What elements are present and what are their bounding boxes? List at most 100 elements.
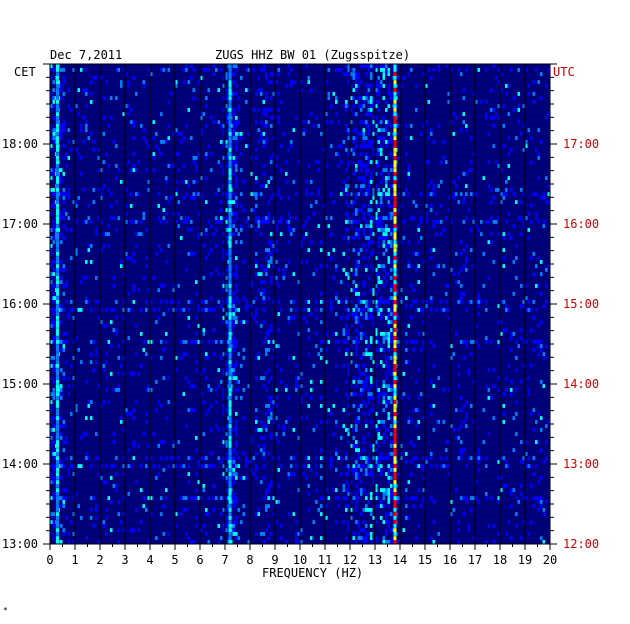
spectrogram-cell	[362, 232, 365, 236]
spectrogram-cell	[190, 220, 193, 224]
spectrogram-cell	[272, 92, 275, 96]
spectrogram-cell	[357, 260, 360, 264]
spectrogram-cell	[322, 456, 325, 460]
spectrogram-cell	[345, 456, 348, 460]
spectrogram-cell	[217, 88, 220, 92]
spectrogram-cell	[205, 96, 208, 100]
spectrogram-cell	[255, 156, 258, 160]
feature-line-segment	[228, 320, 232, 324]
spectrogram-cell	[387, 260, 390, 264]
x-tick-label: 2	[96, 553, 103, 567]
spectrogram-cell	[267, 332, 270, 336]
spectrogram-cell	[345, 348, 348, 352]
spectrogram-cell	[385, 488, 388, 492]
spectrogram-cell	[262, 456, 265, 460]
spectrogram-cell	[205, 152, 208, 156]
spectrogram-cell	[402, 220, 405, 224]
spectrogram-cell	[277, 220, 280, 224]
spectrogram-cell	[372, 168, 375, 172]
spectrogram-cell	[195, 168, 198, 172]
spectrogram-cell	[305, 180, 308, 184]
spectrogram-cell	[347, 468, 350, 472]
spectrogram-cell	[355, 192, 358, 196]
spectrogram-cell	[50, 144, 53, 148]
spectrogram-cell	[460, 408, 463, 412]
spectrogram-cell	[365, 224, 368, 228]
spectrogram-cell	[132, 528, 135, 532]
spectrogram-cell	[260, 376, 263, 380]
spectrogram-cell	[200, 456, 203, 460]
spectrogram-cell	[425, 84, 428, 88]
spectrogram-cell	[125, 412, 128, 416]
spectrogram-cell	[410, 472, 413, 476]
spectrogram-cell	[535, 216, 538, 220]
spectrogram-cell	[270, 416, 273, 420]
spectrogram-cell	[320, 404, 323, 408]
spectrogram-cell	[197, 460, 200, 464]
spectrogram-cell	[532, 496, 535, 500]
spectrogram-cell	[270, 252, 273, 256]
spectrogram-cell	[500, 88, 503, 92]
spectrogram-cell	[300, 376, 303, 380]
spectrogram-cell	[52, 104, 55, 108]
feature-line-segment	[393, 228, 397, 232]
spectrogram-cell	[70, 520, 73, 524]
spectrogram-cell	[225, 144, 228, 148]
feature-line-segment	[56, 480, 59, 484]
spectrogram-cell	[92, 496, 95, 500]
spectrogram-cell	[362, 96, 365, 100]
spectrogram-cell	[270, 496, 273, 500]
spectrogram-cell	[177, 168, 180, 172]
spectrogram-cell	[105, 464, 108, 468]
spectrogram-cell	[527, 464, 530, 468]
spectrogram-cell	[82, 276, 85, 280]
spectrogram-cell	[72, 464, 75, 468]
spectrogram-cell	[255, 320, 258, 324]
spectrogram-cell	[522, 224, 525, 228]
spectrogram-cell	[387, 540, 390, 544]
spectrogram-cell	[415, 408, 418, 412]
spectrogram-cell	[235, 124, 238, 128]
spectrogram-cell	[220, 536, 223, 540]
spectrogram-cell	[52, 468, 55, 472]
spectrogram-cell	[302, 128, 305, 132]
spectrogram-cell	[67, 140, 70, 144]
spectrogram-cell	[372, 140, 375, 144]
spectrogram-cell	[362, 364, 365, 368]
spectrogram-cell	[237, 96, 240, 100]
spectrogram-cell	[345, 104, 348, 108]
spectrogram-cell	[387, 480, 390, 484]
spectrogram-cell	[435, 464, 438, 468]
feature-line-segment	[393, 464, 397, 468]
spectrogram-cell	[235, 316, 238, 320]
feature-line-segment	[393, 268, 397, 272]
spectrogram-cell	[277, 284, 280, 288]
spectrogram-cell	[357, 404, 360, 408]
spectrogram-cell	[375, 172, 378, 176]
spectrogram-cell	[257, 128, 260, 132]
spectrogram-cell	[247, 224, 250, 228]
spectrogram-cell	[235, 256, 238, 260]
feature-line-segment	[228, 472, 232, 476]
spectrogram-cell	[365, 380, 368, 384]
spectrogram-cell	[522, 104, 525, 108]
x-tick-label: 4	[146, 553, 153, 567]
spectrogram-cell	[232, 220, 235, 224]
spectrogram-cell	[225, 164, 228, 168]
spectrogram-cell	[457, 372, 460, 376]
spectrogram-cell	[122, 68, 125, 72]
spectrogram-cell	[510, 488, 513, 492]
spectrogram-cell	[362, 412, 365, 416]
spectrogram-cell	[432, 220, 435, 224]
spectrogram-cell	[90, 100, 93, 104]
feature-line-segment	[228, 384, 232, 388]
spectrogram-cell	[342, 236, 345, 240]
spectrogram-cell	[235, 164, 238, 168]
feature-line-segment	[56, 96, 59, 100]
spectrogram-cell	[442, 156, 445, 160]
spectrogram-cell	[405, 488, 408, 492]
spectrogram-cell	[50, 364, 53, 368]
spectrogram-cell	[437, 532, 440, 536]
feature-line-segment	[56, 532, 59, 536]
spectrogram-cell	[537, 340, 540, 344]
